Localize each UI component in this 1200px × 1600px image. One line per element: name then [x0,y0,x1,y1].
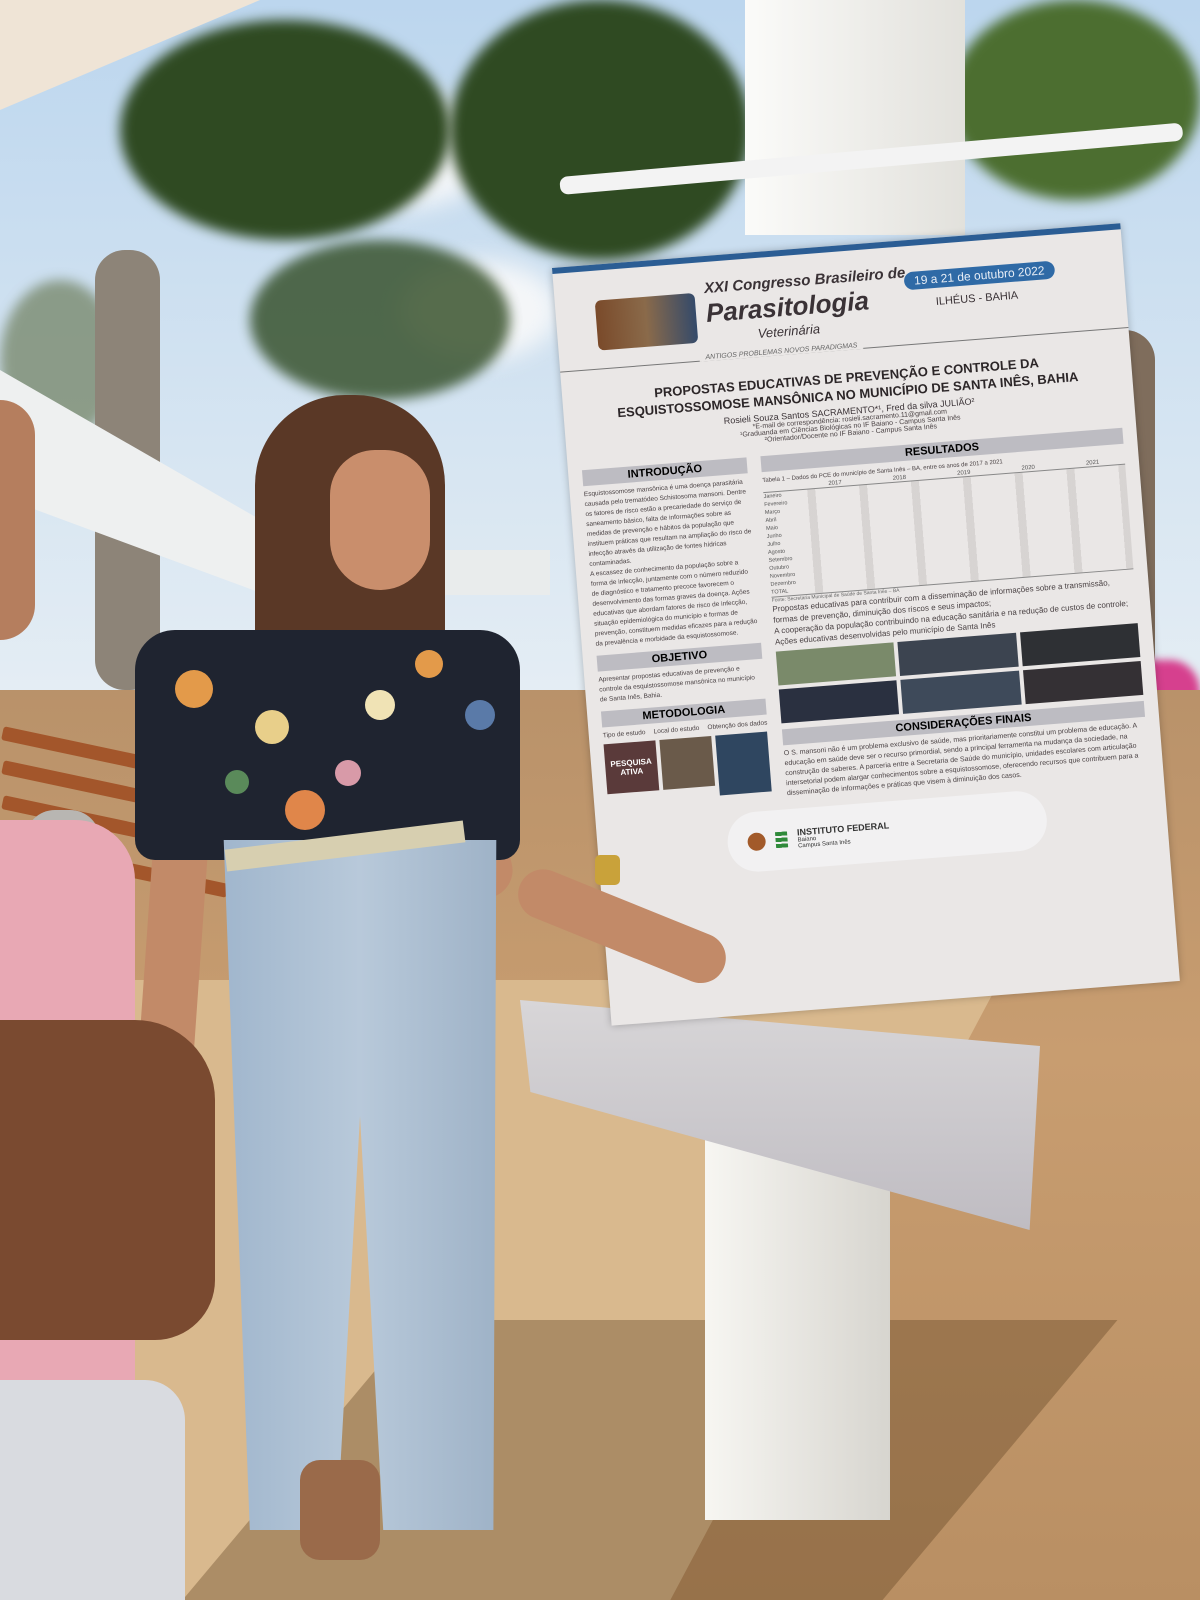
event-logo-icon [594,292,699,351]
intro-paragraph: A escassez de conhecimento da população … [589,559,758,648]
if-logo-icon [774,831,789,849]
method-badge: PESQUISA ATIVA [603,740,660,795]
year: 2019 [956,469,971,477]
presenter-face [330,450,430,590]
seal-icon [746,832,767,852]
support-column [705,1120,890,1520]
tagline: ANTIGOS PROBLEMAS NOVOS PARADIGMAS [699,341,864,362]
date-badge: 19 a 21 de outubro 2022 [903,260,1056,291]
tree-foliage [120,20,450,240]
method-label: Obtenção dos dados [707,719,768,732]
person-face [0,400,35,640]
left-column: INTRODUÇÃO Esquistossomose mansônica é u… [581,451,773,813]
location: ILHÉUS - BAHIA [935,289,1019,308]
method-images: PESQUISA ATIVA [603,731,773,804]
right-column: RESULTADOS Tabela 1 – Dados do PCE do mu… [760,422,1149,799]
sandal [300,1460,380,1560]
support-column [745,0,965,235]
year: 2020 [1021,464,1036,472]
wristwatch [595,855,620,885]
tree-foliage [250,240,510,400]
poster-body: INTRODUÇÃO Esquistossomose mansônica é u… [567,415,1164,821]
method-label: Tipo de estudo [602,729,646,740]
person-pants [0,1380,185,1600]
photo [715,731,772,796]
tree-foliage [950,0,1200,200]
year: 2018 [892,474,907,482]
method-label: Local do estudo [653,724,700,736]
poster: XXI Congresso Brasileiro de Parasitologi… [552,223,1180,1026]
photo [659,735,716,790]
year: 2021 [1085,459,1100,467]
intro-paragraph: Esquistossomose mansônica é uma doença p… [583,478,752,568]
year: 2017 [828,479,842,487]
person-arm [0,1020,215,1340]
tree-foliage [450,0,750,260]
